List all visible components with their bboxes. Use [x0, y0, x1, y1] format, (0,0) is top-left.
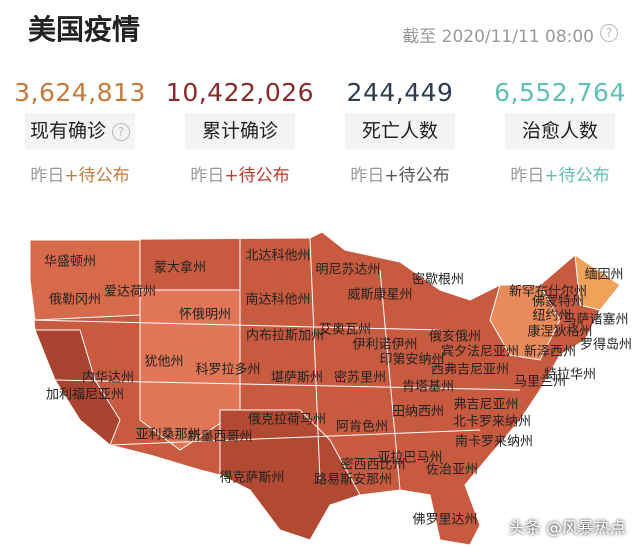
stat-label: 治愈人数	[521, 120, 598, 142]
state-label: 新罕布什尔州	[509, 284, 587, 300]
stat-label-box: 现有确诊?	[25, 113, 135, 149]
stat-delta: 昨日+待公布	[480, 161, 640, 186]
stat-label-box: 累计确诊	[185, 113, 295, 149]
state-label: 俄亥俄州	[429, 330, 481, 345]
state-label: 华盛顿州	[44, 255, 96, 270]
help-icon[interactable]: ?	[112, 122, 130, 141]
stat: 6,552,764 治愈人数昨日+待公布	[480, 78, 640, 186]
timestamp: 截至 2020/11/11 08:00	[402, 27, 594, 47]
state-label: 西弗吉尼亚州	[431, 363, 509, 378]
delta-value: +待公布	[64, 166, 130, 186]
state-label: 宾夕法尼亚州	[441, 344, 519, 360]
stat-delta: 昨日+待公布	[160, 161, 320, 186]
delta-value: +待公布	[224, 166, 290, 186]
state-label: 北卡罗来纳州	[453, 415, 531, 430]
state-label: 缅因州	[584, 268, 623, 283]
state-label: 内华达州	[82, 370, 134, 386]
delta-value: +待公布	[544, 166, 610, 186]
delta-label: 昨日	[30, 166, 65, 186]
state-label: 堪萨斯州	[271, 371, 323, 386]
state-label: 罗得岛州	[580, 337, 632, 353]
state-label: 印第安纳州	[379, 353, 444, 368]
state-label: 密苏里州	[334, 370, 386, 386]
watermark: 头条 @风暴热点	[508, 518, 626, 537]
state-label: 亚利桑那州	[135, 428, 200, 443]
south-region	[219, 409, 361, 541]
state-label: 明尼苏达州	[315, 262, 380, 278]
stat: 244,449 死亡人数昨日+待公布	[320, 78, 480, 186]
stat-label: 死亡人数	[361, 120, 438, 142]
stat: 10,422,026 累计确诊昨日+待公布	[160, 78, 320, 186]
state-label: 佐治亚州	[426, 463, 478, 478]
state-label: 密西西比州	[340, 457, 405, 473]
stat-value: 3,624,813	[14, 78, 146, 107]
state-label: 特拉华州	[544, 368, 596, 383]
state-label: 佛蒙特州	[532, 295, 584, 310]
delta-label: 昨日	[190, 166, 225, 186]
stat-label: 累计确诊	[201, 120, 278, 142]
state-label: 犹他州	[144, 355, 183, 370]
state-label: 爱达荷州	[104, 285, 156, 300]
northeast-region	[489, 284, 561, 361]
state-label: 田纳西州	[392, 405, 444, 420]
state-label: 佛罗里达州	[412, 513, 477, 528]
northwest-region	[29, 239, 141, 321]
state-label: 弗吉尼亚州	[453, 398, 518, 413]
state-label: 俄勒冈州	[49, 293, 101, 308]
delta-label: 昨日	[350, 166, 385, 186]
west-region	[34, 329, 121, 446]
state-label: 伊利诺伊州	[352, 338, 417, 353]
state-label: 俄克拉荷马州	[248, 413, 326, 428]
stats: 3,624,813 现有确诊? 昨日+待公布 10,422,026 累计确诊 昨日+待公布…	[0, 78, 640, 186]
state-label: 加利福尼亚州	[46, 388, 124, 403]
state-borders	[29, 237, 521, 491]
state-label: 南达科他州	[245, 292, 310, 308]
state-label: 亚拉巴马州	[377, 451, 442, 466]
maine	[574, 253, 621, 311]
state-label: 蒙大拿州	[154, 260, 206, 276]
state-label: 科罗拉多州	[195, 362, 260, 378]
state-label: 肯塔基州	[402, 380, 454, 395]
stat-label-box: 治愈人数	[505, 113, 615, 149]
page-title: 美国疫情	[28, 13, 141, 46]
stat-delta: 昨日+待公布	[320, 161, 480, 186]
stat-label-box: 死亡人数	[345, 113, 455, 149]
delta-value: +待公布	[384, 166, 450, 186]
help-icon[interactable]: ?	[600, 24, 618, 42]
state-label: 康涅狄格州	[527, 324, 592, 340]
state-label: 密歇根州	[412, 272, 464, 288]
stat: 3,624,813 现有确诊? 昨日+待公布	[0, 78, 160, 186]
state-label: 路易斯安那州	[314, 472, 392, 488]
state-label: 新墨西哥州	[187, 429, 252, 445]
state-label: 纽约州	[532, 309, 571, 324]
state-label: 艾奥瓦州	[319, 323, 371, 338]
state-label: 新泽西州	[524, 344, 576, 360]
state-label: 威斯康星州	[347, 287, 412, 303]
state-label: 内布拉斯加州	[246, 328, 324, 344]
stat-value: 10,422,026	[165, 78, 315, 107]
state-label: 南卡罗来纳州	[455, 434, 533, 450]
stat-value: 244,449	[346, 78, 454, 107]
state-label: 北达科他州	[245, 249, 310, 264]
stat-label: 现有确诊	[29, 120, 106, 142]
delta-label: 昨日	[510, 166, 545, 186]
state-label: 得克萨斯州	[219, 470, 284, 486]
state-label: 怀俄明州	[179, 308, 231, 323]
stat-value: 6,552,764	[494, 78, 626, 107]
state-label: 阿肯色州	[336, 419, 388, 435]
stat-delta: 昨日+待公布	[0, 161, 160, 186]
state-label: 马里兰州	[514, 375, 566, 390]
state-label: 马萨诸塞州	[563, 312, 628, 328]
